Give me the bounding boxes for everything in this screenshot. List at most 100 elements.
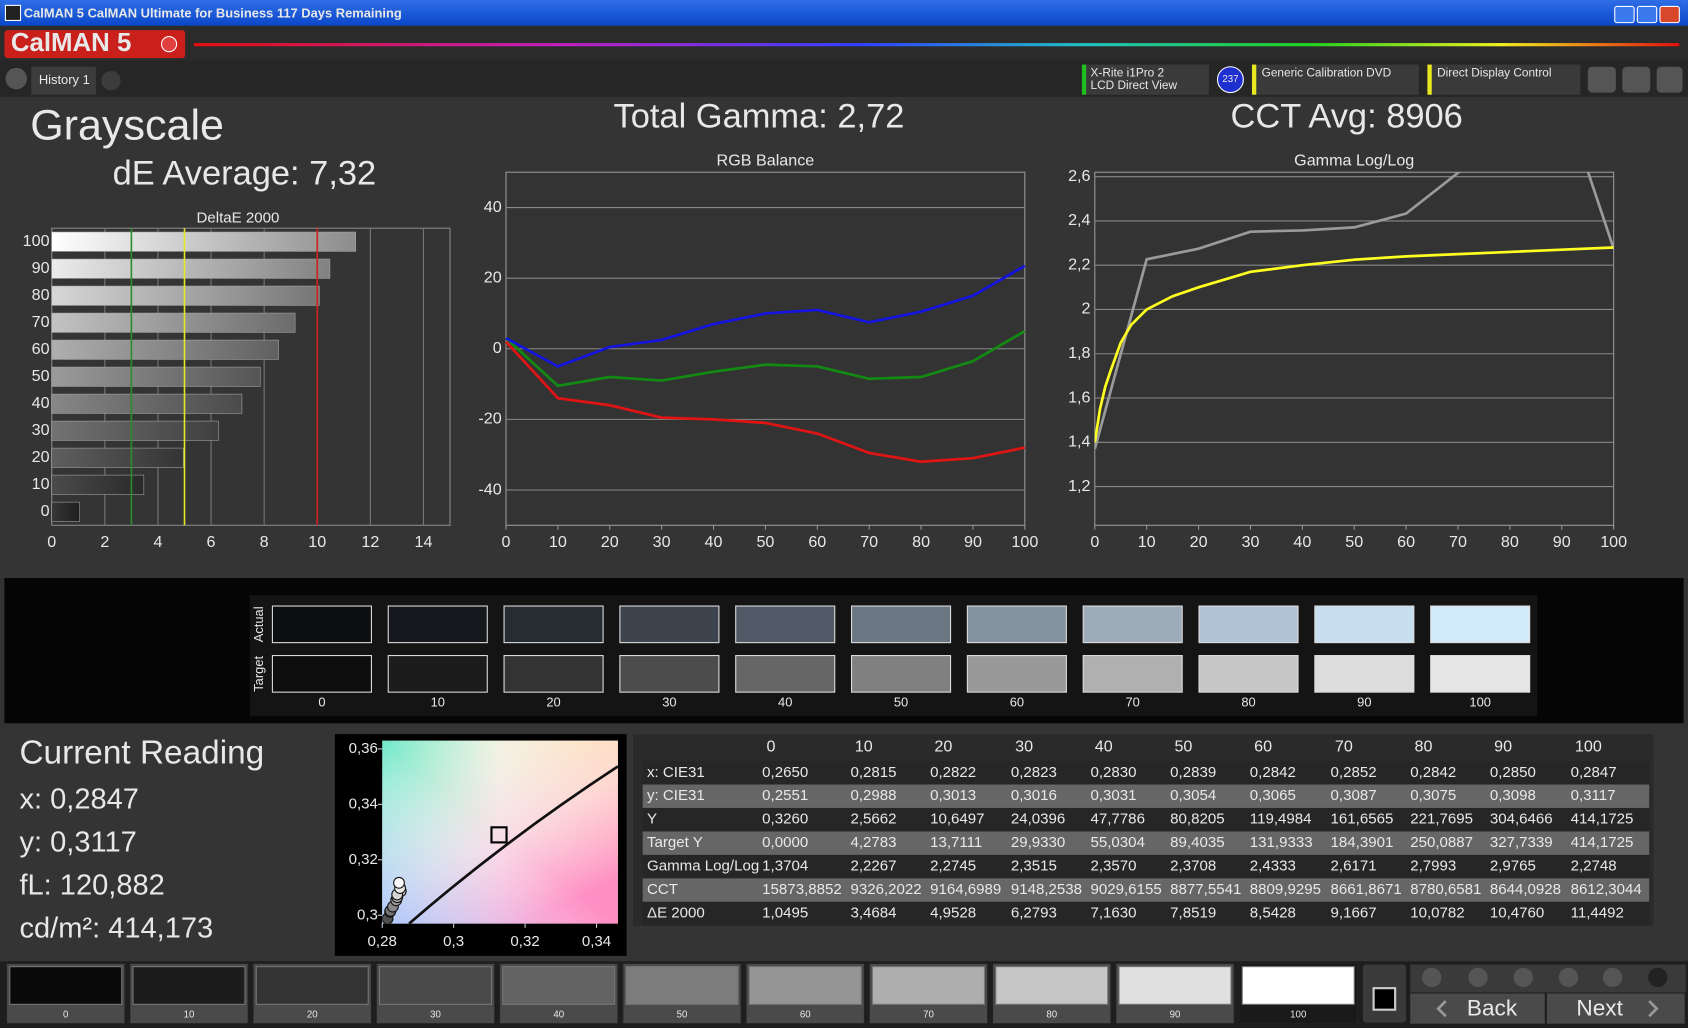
logo-dropdown[interactable] (160, 36, 178, 53)
patch-swatch[interactable] (132, 966, 246, 1005)
table-cell: 2,3708 (1170, 858, 1216, 875)
table-cell: 2,4333 (1250, 858, 1296, 875)
next-button[interactable] (1546, 993, 1685, 1024)
tab[interactable] (31, 66, 96, 95)
next-label[interactable]: Next (1576, 996, 1623, 1021)
table-cell: 29,9330 (1011, 834, 1065, 851)
y-tick-label: 50 (32, 367, 50, 385)
row-label: ΔE 2000 (647, 905, 705, 922)
table-cell: 0,0000 (762, 834, 808, 851)
reading-x: x: 0,2847 (19, 784, 139, 816)
meter-box[interactable] (1081, 64, 1209, 95)
patch-swatch[interactable] (748, 966, 862, 1005)
step-icon[interactable] (1513, 967, 1533, 988)
record-icon[interactable] (1648, 967, 1668, 988)
bar (51, 258, 331, 279)
reading-y: y: 0,3117 (19, 827, 136, 859)
patch-label[interactable]: 40 (553, 1010, 564, 1021)
x-tick-label: 50 (1345, 533, 1363, 551)
restore-button[interactable] (1636, 5, 1658, 24)
table-cell: 304,6466 (1490, 811, 1553, 828)
x-tick-label: 50 (756, 533, 774, 551)
swatch-label: 60 (1010, 694, 1024, 709)
badge-count: 237 (1222, 74, 1238, 85)
x-tick-label: 30 (653, 533, 671, 551)
source-box[interactable] (1251, 64, 1419, 95)
table-cell: 80,8205 (1170, 811, 1224, 828)
patch-swatch[interactable] (625, 966, 739, 1005)
collapse-button[interactable] (1656, 66, 1683, 93)
play-icon[interactable] (1468, 967, 1488, 988)
patch-label[interactable]: 50 (677, 1010, 688, 1021)
table-cell: 8661,8671 (1331, 881, 1402, 898)
patch-label[interactable]: 80 (1046, 1010, 1057, 1021)
patch-label[interactable]: 70 (923, 1010, 934, 1021)
tab-menu-button[interactable] (5, 67, 27, 90)
x-tick-label: 0 (47, 533, 56, 551)
x-tick-label: 0 (1090, 533, 1099, 551)
row-label: Actual (251, 606, 266, 642)
add-tab-button[interactable] (101, 71, 121, 91)
patch-label[interactable]: 0 (63, 1010, 68, 1021)
planckian-locus (408, 765, 619, 925)
de-average: dE Average: 7,32 (113, 155, 377, 193)
actual-swatch (850, 605, 952, 644)
table-cell: 0,3075 (1410, 787, 1456, 804)
actual-swatch (1430, 605, 1531, 644)
meter-name[interactable]: X-Rite i1Pro 2 (1091, 65, 1165, 79)
patch-swatch[interactable] (1241, 966, 1355, 1005)
y-tick-label: 0,32 (349, 851, 378, 868)
source-name[interactable]: Generic Calibration DVD (1262, 65, 1392, 79)
target-swatch (966, 655, 1067, 693)
help-button[interactable] (1622, 66, 1651, 93)
target-point (490, 826, 508, 844)
close-button[interactable] (1659, 5, 1680, 24)
section-title: Grayscale (30, 101, 224, 149)
table-cell: 15873,8852 (762, 881, 842, 898)
table-cell: 8644,0928 (1490, 881, 1561, 898)
table-cell: 0,3016 (1011, 787, 1057, 804)
patch-label[interactable]: 100 (1290, 1010, 1306, 1021)
patch-swatch[interactable] (1118, 966, 1232, 1005)
swatch-label: 90 (1357, 694, 1371, 709)
patch-swatch[interactable] (378, 966, 493, 1005)
logo-button[interactable] (4, 30, 186, 59)
actual-swatch (387, 605, 488, 644)
patch-label[interactable]: 60 (800, 1010, 811, 1021)
settings-button[interactable] (1587, 66, 1616, 93)
table-cell: 2,2267 (850, 858, 896, 875)
stop-button[interactable] (1372, 987, 1397, 1011)
patch-swatch[interactable] (502, 966, 616, 1005)
patch-swatch[interactable] (255, 966, 369, 1005)
column-header: 40 (1095, 737, 1113, 755)
table-cell: 221,7695 (1410, 811, 1473, 828)
patch-label[interactable]: 30 (430, 1010, 441, 1021)
table-cell: 0,3013 (930, 787, 976, 804)
playback-controls (1410, 964, 1686, 993)
patch-swatch[interactable] (995, 966, 1109, 1005)
patch-label[interactable]: 10 (184, 1010, 195, 1021)
back-button[interactable] (1410, 993, 1545, 1024)
table-cell: 4,2783 (850, 834, 896, 851)
refresh-icon[interactable] (1602, 967, 1623, 988)
minimize-button[interactable] (1614, 5, 1635, 24)
stop-icon[interactable] (1422, 967, 1442, 988)
table-cell: 0,2551 (762, 787, 808, 804)
reading-cdm2: cd/m²: 414,173 (19, 913, 213, 945)
patch-label[interactable]: 20 (307, 1010, 318, 1021)
display-box[interactable] (1427, 64, 1581, 95)
x-tick-label: 70 (860, 533, 878, 551)
column-header: 100 (1575, 737, 1602, 755)
title-bar (0, 0, 1688, 26)
back-label[interactable]: Back (1467, 996, 1518, 1021)
table-cell: 161,6565 (1331, 811, 1394, 828)
patch-swatch[interactable] (871, 966, 986, 1005)
display-name[interactable]: Direct Display Control (1437, 65, 1551, 79)
tab-label[interactable]: History 1 (39, 72, 90, 87)
loop-icon[interactable] (1558, 967, 1579, 988)
bar (51, 231, 357, 252)
patch-label[interactable]: 90 (1170, 1010, 1181, 1021)
meter-mode[interactable]: LCD Direct View (1091, 78, 1178, 92)
table-cell: 0,3098 (1490, 787, 1536, 804)
patch-swatch[interactable] (9, 966, 123, 1005)
